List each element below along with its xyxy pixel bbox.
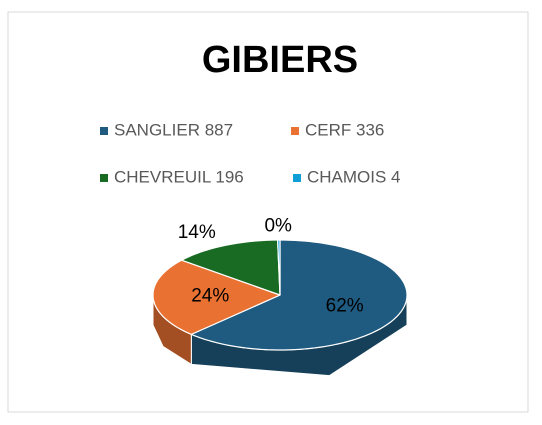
legend-swatch [293, 174, 301, 182]
data-label: 14% [178, 222, 216, 243]
legend-label: CHAMOIS 4 [307, 167, 401, 186]
slice [152, 259, 281, 335]
legend-label: CHEVREUIL 196 [114, 167, 244, 186]
data-label: 62% [326, 295, 364, 316]
legend-swatch [100, 127, 108, 135]
legend-label: SANGLIER 887 [114, 120, 233, 139]
slice [190, 239, 408, 351]
slice [277, 239, 281, 296]
data-label: 24% [191, 286, 229, 307]
chart-title: GIBIERS [202, 39, 358, 81]
slice [181, 239, 281, 296]
legend-swatch [291, 127, 299, 135]
legend-swatch [100, 174, 108, 182]
legend-label: CERF 336 [305, 120, 384, 139]
data-label: 0% [264, 215, 292, 236]
